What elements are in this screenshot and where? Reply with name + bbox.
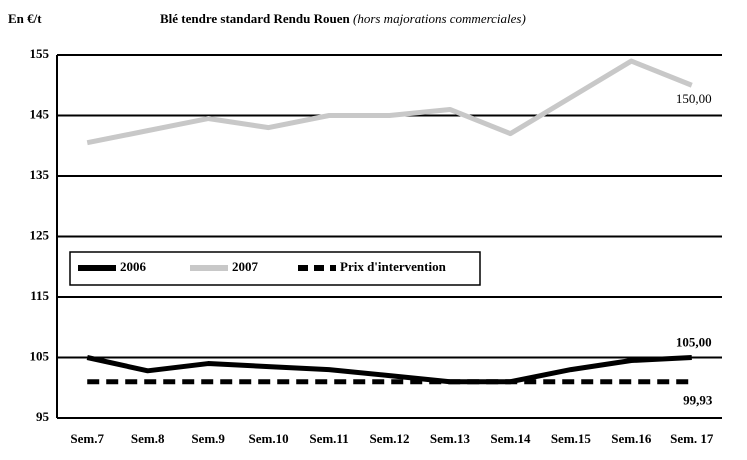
y-tick-label: 95: [36, 409, 50, 424]
x-tick-label: Sem.10: [249, 431, 289, 446]
x-tick-label: Sem. 17: [670, 431, 714, 446]
x-tick-label: Sem.16: [611, 431, 652, 446]
y-tick-label: 115: [30, 288, 49, 303]
series-line: [86, 355, 692, 385]
y-tick-label: 155: [30, 46, 50, 61]
y-axis-label: En €/t: [8, 11, 42, 26]
x-tick-label: Sem.14: [490, 431, 531, 446]
series-line: [86, 58, 693, 146]
y-tick-label: 145: [30, 106, 50, 121]
x-tick-label: Sem.8: [131, 431, 165, 446]
legend-box: [69, 251, 481, 286]
x-tick-label: Sem.9: [191, 431, 225, 446]
legend-label: 2006: [120, 259, 147, 274]
x-tick-label: Sem.13: [430, 431, 471, 446]
y-tick-label: 125: [30, 227, 50, 242]
subtitle: (hors majorations commerciales): [353, 11, 526, 26]
x-tick-label: Sem.7: [70, 431, 104, 446]
data-label: 105,00: [676, 334, 712, 349]
x-tick-label: Sem.12: [369, 431, 409, 446]
legend-label: 2007: [232, 259, 259, 274]
y-tick-label: 105: [30, 348, 50, 363]
title: Blé tendre standard Rendu Rouen: [160, 11, 351, 26]
y-tick-label: 135: [30, 167, 50, 182]
data-label: 150,00: [676, 91, 712, 106]
chart-title: Blé tendre standard Rendu Rouen (hors ma…: [160, 11, 526, 26]
x-tick-label: Sem.15: [551, 431, 592, 446]
x-tick-label: Sem.11: [309, 431, 348, 446]
annotation: 99,93: [683, 393, 713, 408]
legend-label: Prix d'intervention: [340, 259, 447, 274]
